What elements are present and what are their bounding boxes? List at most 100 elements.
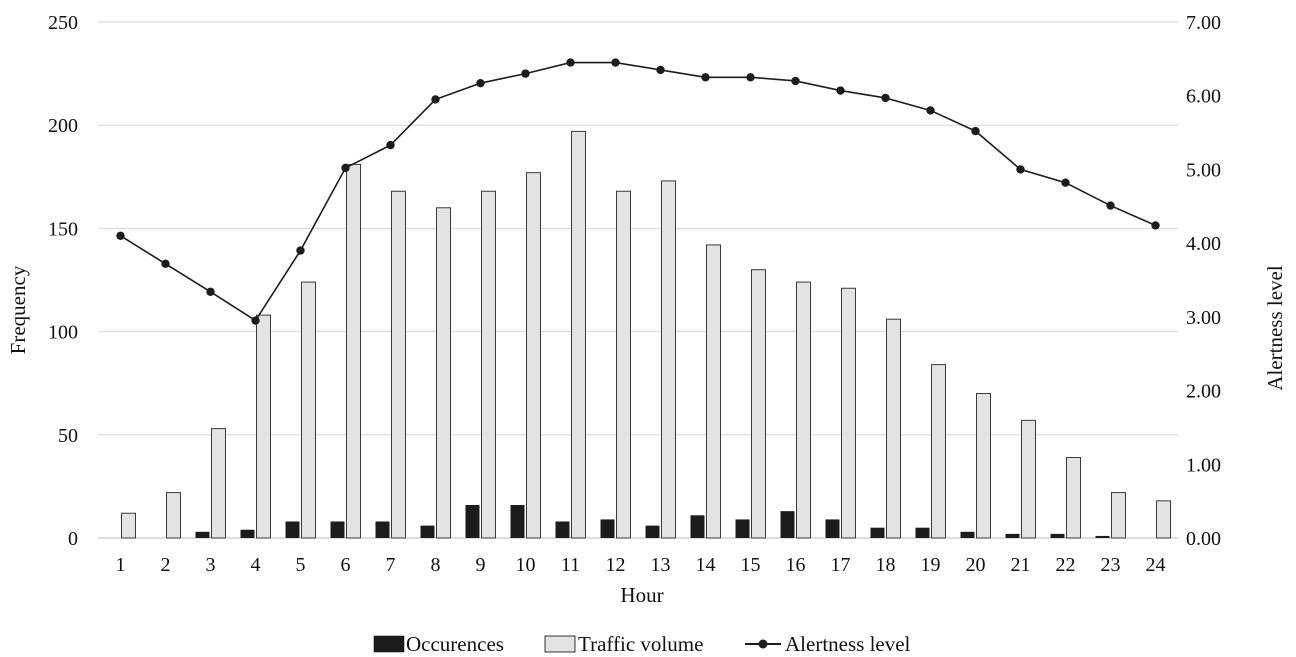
y-tick-label: 150 — [48, 218, 78, 240]
x-tick-label: 13 — [651, 554, 671, 576]
alertness-point — [296, 246, 305, 255]
alertness-point — [881, 93, 890, 103]
alertness-point — [971, 126, 980, 136]
bar-traffic-volume — [391, 190, 406, 539]
alertness-point — [341, 163, 350, 173]
x-tick-label: 21 — [1011, 554, 1031, 576]
bar-traffic-volume — [661, 180, 676, 539]
alertness-point — [746, 73, 755, 82]
alertness-point — [521, 69, 530, 78]
x-tick-label: 4 — [251, 554, 261, 576]
legend-swatch-traffic-volume — [544, 635, 576, 653]
x-tick-label: 6 — [341, 554, 351, 576]
x-tick-label: 18 — [876, 554, 896, 576]
y-tick-label: 50 — [58, 425, 78, 447]
x-tick-label: 11 — [561, 554, 580, 576]
x-tick-label: 10 — [516, 554, 536, 576]
bar-occurences — [465, 504, 480, 538]
bar-occurences — [690, 515, 705, 538]
bar-traffic-volume — [481, 190, 496, 539]
bar-occurences — [375, 521, 390, 538]
bar-traffic-volume — [571, 130, 586, 539]
alertness-point — [206, 287, 215, 296]
bar-traffic-volume — [301, 281, 316, 539]
bar-occurences — [195, 531, 210, 538]
y-tick-label: 200 — [48, 115, 78, 137]
x-tick-label: 17 — [831, 554, 851, 576]
bar-traffic-volume — [1111, 492, 1126, 539]
x-axis-ticks: 1 2 3 4 5 6 7 8 9 10 11 12 13 14 15 16 17 18 19 20 21 22 23 24 — [116, 554, 1166, 576]
legend-label-alertness-level: Alertness level — [785, 632, 911, 656]
x-tick-label: 19 — [921, 554, 941, 576]
y-tick-label: 0 — [68, 528, 78, 550]
y-axis-ticks: 0 50 100 150 200 250 — [48, 12, 78, 550]
legend-swatch-occurences — [373, 635, 405, 653]
gridlines — [98, 21, 1178, 539]
bar-traffic-volume — [706, 244, 721, 539]
legend-item-alertness-level: Alertness level — [745, 632, 911, 656]
alertness-point — [701, 73, 710, 82]
legend-item-traffic-volume: Traffic volume — [544, 632, 703, 656]
bar-traffic-volume — [121, 512, 136, 539]
alertness-point — [836, 86, 845, 95]
bars-group — [121, 130, 1171, 539]
bar-occurences — [645, 525, 660, 538]
y2-tick-label: 7.00 — [1186, 12, 1221, 34]
x-tick-label: 24 — [1146, 554, 1166, 576]
alertness-point — [251, 316, 260, 325]
bar-traffic-volume — [526, 172, 541, 539]
bar-occurences — [240, 529, 255, 538]
bar-traffic-volume — [1021, 419, 1036, 539]
bar-traffic-volume — [931, 364, 946, 539]
bar-traffic-volume — [211, 428, 226, 539]
alertness-point — [656, 65, 665, 75]
y2-tick-label: 6.00 — [1186, 86, 1221, 108]
bar-traffic-volume — [976, 393, 991, 539]
x-tick-label: 16 — [786, 554, 806, 576]
alertness-point — [1061, 178, 1070, 187]
bar-occurences — [870, 527, 885, 538]
alertness-point — [476, 78, 485, 88]
x-tick-label: 5 — [296, 554, 306, 576]
alertness-point — [1016, 165, 1025, 174]
bar-occurences — [915, 527, 930, 538]
x-tick-label: 22 — [1056, 554, 1076, 576]
bar-traffic-volume — [166, 492, 181, 539]
bar-occurences — [600, 519, 615, 538]
x-tick-label: 14 — [696, 554, 716, 576]
bar-traffic-volume — [886, 318, 901, 539]
legend-label-occurences: Occurences — [406, 632, 504, 656]
y2-tick-label: 4.00 — [1186, 233, 1221, 255]
y2-tick-label: 5.00 — [1186, 159, 1221, 181]
y2-tick-label: 0.00 — [1186, 528, 1221, 550]
bar-traffic-volume — [616, 190, 631, 539]
x-axis-title: Hour — [620, 583, 663, 607]
bar-occurences — [1095, 535, 1110, 538]
legend: Occurences Traffic volume Alertness leve… — [373, 632, 911, 656]
bar-occurences — [510, 504, 525, 538]
alertness-point — [566, 58, 575, 67]
legend-item-occurences: Occurences — [373, 632, 504, 656]
alertness-point — [161, 259, 170, 268]
alertness-point — [1106, 201, 1115, 210]
x-tick-label: 20 — [966, 554, 986, 576]
y2-axis-title: Alertness level — [1263, 265, 1287, 391]
y2-tick-label: 1.00 — [1186, 454, 1221, 476]
legend-label-traffic-volume: Traffic volume — [578, 632, 703, 656]
bar-traffic-volume — [1156, 500, 1171, 539]
bar-occurences — [285, 521, 300, 538]
bar-occurences — [825, 519, 840, 538]
bar-traffic-volume — [436, 207, 451, 539]
y-tick-label: 250 — [48, 12, 78, 34]
alertness-point — [431, 95, 440, 104]
x-tick-label: 8 — [431, 554, 441, 576]
bar-occurences — [960, 531, 975, 538]
alertness-point — [386, 140, 395, 150]
bar-traffic-volume — [256, 314, 271, 539]
bar-occurences — [780, 511, 795, 538]
bar-traffic-volume — [751, 269, 766, 539]
x-tick-label: 12 — [606, 554, 626, 576]
alertness-line-group — [116, 58, 1160, 325]
bar-traffic-volume — [841, 287, 856, 539]
alertness-point — [1151, 221, 1160, 230]
